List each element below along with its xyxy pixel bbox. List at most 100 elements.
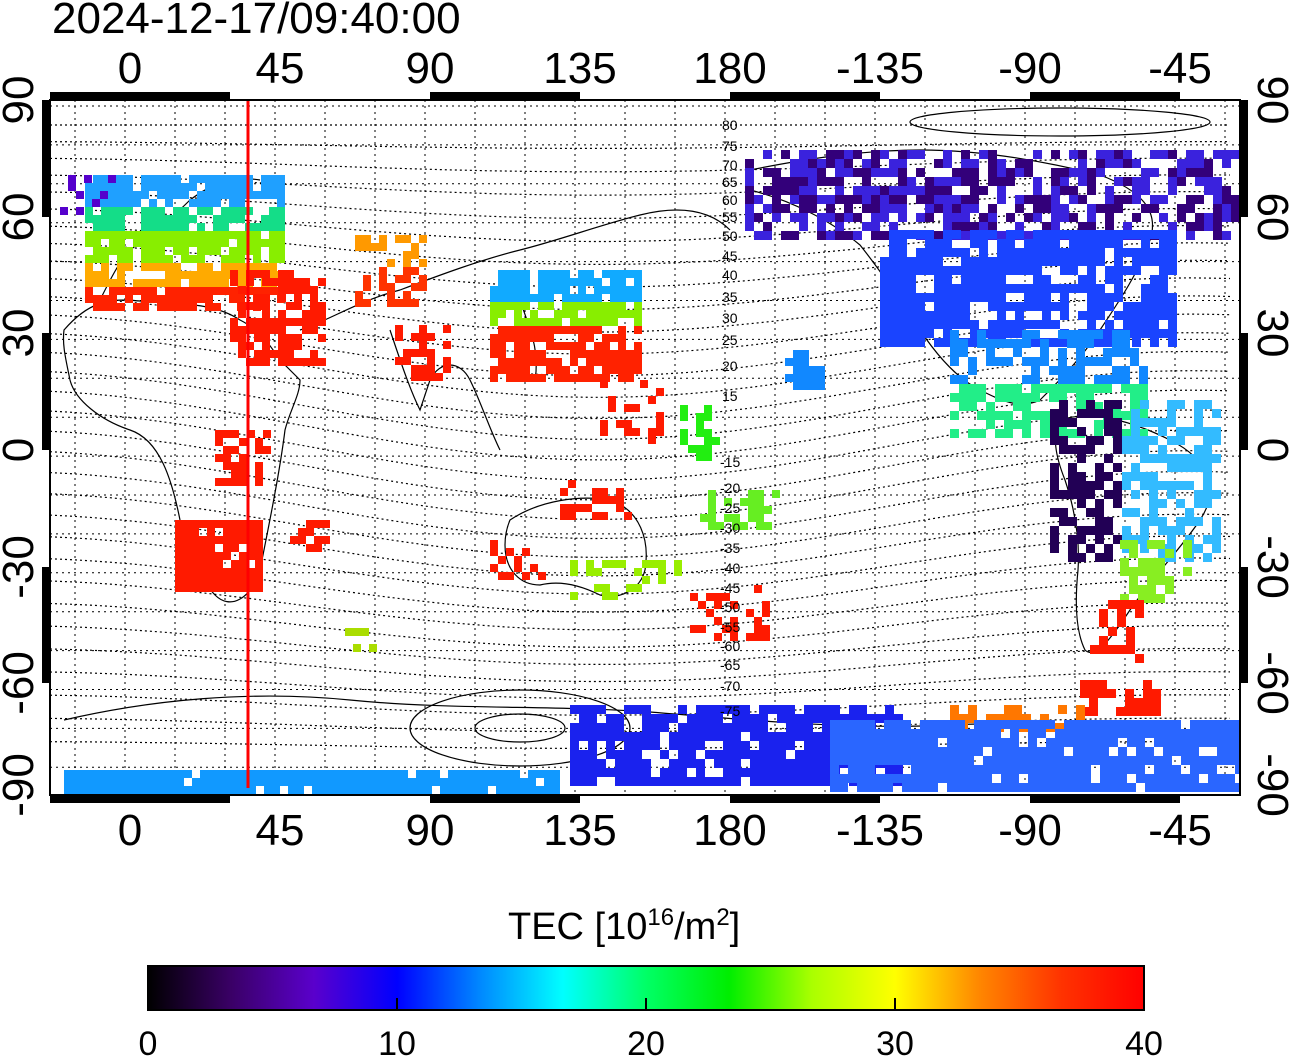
tec-cell	[714, 633, 722, 641]
tec-cell	[355, 291, 363, 299]
tec-cell	[965, 747, 974, 756]
tec-cell	[956, 729, 965, 738]
tec-cell	[730, 617, 738, 625]
tec-cell	[934, 338, 943, 347]
tec-cell	[1177, 159, 1186, 168]
tec-cell	[600, 380, 608, 388]
tec-cell	[538, 358, 546, 366]
tec-cell	[384, 786, 392, 794]
tec-cell	[395, 275, 403, 283]
tec-cell	[762, 609, 770, 617]
tec-cell	[875, 774, 884, 783]
tec-cell	[986, 357, 995, 366]
tec-cell	[238, 286, 246, 294]
tec-cell	[817, 195, 826, 204]
tec-cell	[278, 270, 286, 278]
tec-cell	[416, 778, 424, 786]
tec-cell	[674, 560, 682, 568]
tec-cell	[496, 778, 504, 786]
tec-cell	[1154, 765, 1163, 774]
tec-cell	[522, 374, 530, 382]
tec-cell	[1150, 248, 1159, 257]
tec-cell	[165, 255, 173, 263]
tec-cell	[255, 470, 263, 478]
lon-tick-bottom: -90	[998, 806, 1062, 855]
tec-cell	[1194, 427, 1203, 436]
tec-cell	[1158, 454, 1167, 463]
lon-tick-bottom: 0	[118, 806, 142, 855]
tec-cell	[205, 199, 213, 207]
tec-cell	[1060, 266, 1069, 275]
lat-tick-left: -90	[0, 753, 43, 817]
tec-cell	[723, 723, 732, 732]
tec-cell	[175, 552, 183, 560]
tec-cell	[109, 247, 117, 255]
tec-cell	[149, 215, 157, 223]
tec-cell	[992, 720, 1001, 729]
tec-cell	[1121, 429, 1130, 438]
tec-cell	[238, 350, 246, 358]
tec-cell	[610, 310, 618, 318]
tec-cell	[1158, 526, 1167, 535]
tec-cell	[804, 768, 813, 777]
tec-cell	[207, 576, 215, 584]
tec-cell	[199, 520, 207, 528]
tec-cell	[1104, 544, 1113, 553]
tec-cell	[853, 213, 862, 222]
tec-cell	[588, 732, 597, 741]
tec-cell	[1051, 186, 1060, 195]
tec-cell	[1145, 756, 1154, 765]
tec-cell	[352, 778, 360, 786]
tec-cell	[522, 342, 530, 350]
tec-cell	[634, 270, 642, 278]
tec-cell	[173, 223, 181, 231]
tec-cell	[1118, 729, 1127, 738]
tec-cell	[889, 230, 898, 239]
tec-cell	[1082, 738, 1091, 747]
tec-cell	[772, 195, 781, 204]
tec-cell	[781, 150, 790, 159]
tec-cell	[786, 741, 795, 750]
tec-cell	[1006, 266, 1015, 275]
tec-cell	[1024, 284, 1033, 293]
tec-cell	[1040, 348, 1049, 357]
tec-cell	[884, 729, 893, 738]
tec-cell	[938, 747, 947, 756]
tec-cell	[117, 279, 125, 287]
tec-cell	[277, 175, 285, 183]
tec-cell	[974, 738, 983, 747]
tec-cell	[1195, 150, 1204, 159]
tec-cell	[1126, 627, 1135, 636]
tec-cell	[748, 514, 756, 522]
tec-cell	[956, 747, 965, 756]
tec-cell	[1010, 729, 1019, 738]
tec-cell	[1013, 420, 1022, 429]
tec-cell	[240, 770, 248, 778]
tec-cell	[504, 778, 512, 786]
tec-cell	[624, 777, 633, 786]
tec-cell	[141, 295, 149, 303]
tec-cell	[756, 490, 764, 498]
tec-cell	[1208, 774, 1217, 783]
tec-cell	[189, 215, 197, 223]
tec-cell	[1140, 454, 1149, 463]
tec-cell	[231, 576, 239, 584]
tec-cell	[968, 429, 977, 438]
tec-cell	[1087, 239, 1096, 248]
tec-cell	[848, 756, 857, 765]
tec-cell	[141, 223, 149, 231]
tec-cell	[799, 204, 808, 213]
tec-cell	[506, 278, 514, 286]
tec-cell	[862, 204, 871, 213]
tec-cell	[1163, 729, 1172, 738]
tec-cell	[322, 536, 330, 544]
tec-cell	[1058, 366, 1067, 375]
tec-cell	[1159, 248, 1168, 257]
tec-cell	[1068, 544, 1077, 553]
tec-cell	[101, 231, 109, 239]
tec-cell	[790, 213, 799, 222]
tec-cell	[207, 568, 215, 576]
tec-cell	[181, 303, 189, 311]
tec-cell	[1010, 765, 1019, 774]
